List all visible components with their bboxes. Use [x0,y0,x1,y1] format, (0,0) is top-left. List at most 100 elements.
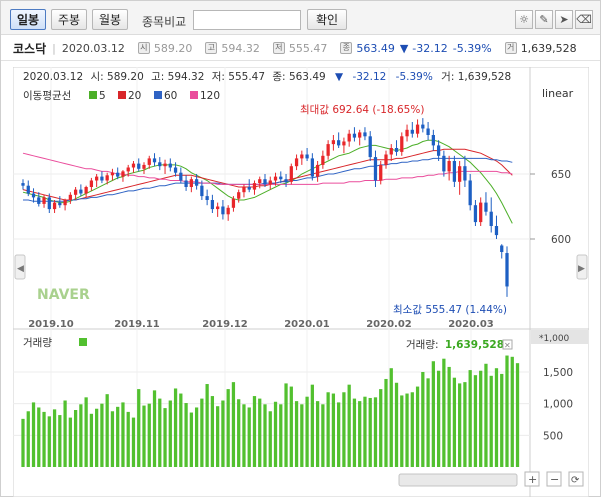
candle-body [221,206,225,215]
scale-label[interactable]: linear [542,87,574,100]
candle-body [321,155,325,165]
volume-bar [442,358,446,467]
volume-bar [463,382,467,467]
volume-readout-label: 거래량: [406,339,439,351]
volume-unit-box [531,330,588,344]
chart-area: 650 600 1,500 1,000 500 2019.10 2019.11 2019.12… [12,66,590,498]
volume-bar [179,393,183,467]
close-icon[interactable]: ✕ [504,341,511,350]
reset-icon[interactable]: ⟳ [571,475,580,486]
header-change: -32.12 [352,71,386,83]
candle-body [147,158,151,165]
right-collapse-button[interactable] [576,254,588,280]
stock-info-bar: 코스닥 | 2020.03.12 시 589.20 고 594.32 저 555… [1,36,600,61]
candle-body [431,135,435,146]
tab-daily[interactable]: 일봉 [10,9,46,30]
zoom-out-icon[interactable]: − [550,473,559,486]
ma-120-label: 120 [200,90,220,102]
candle-body [315,164,320,177]
header-volume-label: 거: [441,71,454,83]
low-badge-icon: 저 [272,42,285,54]
toolbar: 일봉 주봉 월봉 종목비교 확인 ☼ ✎ ➤ ⌫ [1,1,600,35]
candle-body [436,145,441,156]
volume-bar [458,383,462,467]
close-badge-icon: 종 [340,42,353,54]
volume-close-button[interactable] [502,339,513,350]
candle-body [37,197,41,204]
volume-bar [68,417,72,467]
volume-bar [79,404,83,467]
header-date: 2020.03.12 [23,71,83,83]
volume-bar [131,417,136,467]
candle-body [410,129,414,134]
candle-body [310,158,314,177]
volume-legend-swatch [79,338,87,346]
volume-bar [337,402,341,467]
volume-bar [479,370,483,467]
header-high-label: 고: [151,71,164,83]
zoom-in-icon[interactable]: + [528,473,537,486]
candle-body [384,154,388,165]
tab-weekly[interactable]: 주봉 [51,9,87,30]
volume-bar [394,382,399,467]
info-separator: | [52,41,56,55]
volume-bar [158,398,162,467]
pencil-icon[interactable]: ✎ [535,10,553,29]
header-low-label: 저: [212,71,225,83]
volume-bar [63,400,67,467]
volume-bar [400,395,404,467]
candle-body [42,197,46,204]
stock-name: 코스닥 [13,41,47,56]
volume-bar [331,393,336,467]
right-arrow-icon[interactable]: ▶ [578,264,585,274]
volume-unit-label: *1,000 [539,334,570,344]
candle-body [210,200,215,210]
candle-body [189,179,193,187]
candle-body [242,187,246,193]
candle-body [216,206,220,210]
volume-bar [279,404,283,467]
candle-body [158,162,162,167]
x-tick-label: 2020.02 [366,319,412,330]
tab-monthly[interactable]: 월봉 [92,9,128,30]
volume-tick-label: 1,500 [543,367,573,379]
volume-bar [294,401,299,467]
volume-bar [84,397,88,467]
price-tick-label: 600 [551,234,571,246]
candle-body [126,167,130,172]
candle-body [484,202,488,212]
candle-body [415,124,420,134]
volume-bar [436,370,441,467]
candle-body [200,185,204,197]
cursor-icon[interactable]: ➤ [555,10,573,29]
candle-body [421,124,425,129]
confirm-button[interactable]: 확인 [307,9,347,30]
left-arrow-icon[interactable]: ◀ [17,264,24,274]
volume-bar [510,356,514,467]
bulb-icon[interactable]: ☼ [515,10,533,29]
zoom-in-button[interactable] [524,471,540,487]
header-close-label: 종: [272,71,285,83]
volume-bar [163,408,167,467]
volume-bar [152,390,157,467]
volume-tick-label: 1,000 [543,399,573,411]
volume-bar [221,400,225,467]
left-collapse-button[interactable] [14,254,26,280]
eraser-icon[interactable]: ⌫ [575,10,593,29]
volume-bar [237,399,241,467]
candle-body [247,187,251,190]
reset-button[interactable] [568,471,584,487]
scrollbar[interactable] [398,473,518,487]
zoom-out-button[interactable] [546,471,562,487]
candle-body [305,154,309,159]
high-badge-icon: 고 [205,42,218,54]
volume-bar [363,396,367,467]
candle-body [389,148,393,155]
volume-bar [226,389,230,467]
volume-bar [405,393,409,467]
open-value: 589.20 [153,41,193,55]
x-tick-label: 2019.12 [202,319,248,330]
compare-label: 종목비교 [142,15,187,29]
candle-body [358,132,362,138]
compare-input[interactable] [193,10,301,30]
